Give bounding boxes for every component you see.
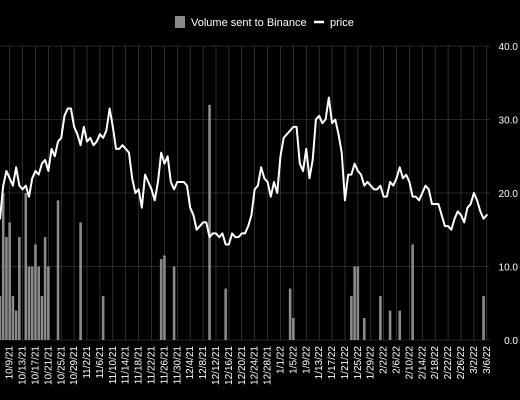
volume-bar-4 xyxy=(11,295,15,340)
volume-bar-26 xyxy=(353,266,356,340)
volume-bar-8 xyxy=(27,266,31,340)
legend-line-label: price xyxy=(330,17,354,29)
volume-bar-10 xyxy=(34,244,37,340)
x-tick-label-9: 11/14/21 xyxy=(121,346,132,385)
x-tick-label-32: 2/14/22 xyxy=(417,346,428,380)
y-axis-ticks: 0.0 10.0 20.0 30.0 40.0 xyxy=(499,42,519,347)
volume-bar-0 xyxy=(0,295,2,340)
volume-bar-6 xyxy=(18,237,21,340)
legend-bar-label: Volume sent to Binance xyxy=(191,17,307,29)
volume-bar-20 xyxy=(172,266,176,340)
volume-bar-25 xyxy=(350,295,353,340)
y-tick-label-1: 10.0 xyxy=(499,263,519,274)
x-tick-label-24: 1/13/22 xyxy=(314,346,325,380)
x-tick-label-15: 12/8/21 xyxy=(198,346,209,380)
volume-bar-33 xyxy=(482,295,485,340)
volume-bar-23 xyxy=(288,288,292,340)
y-tick-label-2: 20.0 xyxy=(499,189,519,200)
x-tick-label-31: 2/10/22 xyxy=(404,346,415,380)
volume-bar-2 xyxy=(5,237,8,340)
x-tick-label-34: 2/22/22 xyxy=(443,346,454,380)
x-tick-label-25: 1/17/22 xyxy=(327,346,338,380)
bar-series xyxy=(0,104,485,340)
volume-bar-18 xyxy=(159,259,163,340)
legend-bar-swatch xyxy=(175,16,185,28)
x-tick-label-23: 1/9/22 xyxy=(301,346,312,374)
volume-bar-15 xyxy=(56,200,60,340)
x-tick-label-36: 3/2/22 xyxy=(469,346,480,374)
volume-bar-28 xyxy=(362,317,366,340)
x-axis-ticks: 10/9/21 10/13/21 10/17/21 10/21/21 10/25/21 1… xyxy=(5,346,493,385)
price-series xyxy=(0,96,488,246)
x-tick-label-28: 1/29/22 xyxy=(366,346,377,380)
x-tick-label-22: 1/5/22 xyxy=(288,346,299,374)
y-tick-label-3: 30.0 xyxy=(499,116,519,127)
x-tick-label-7: 11/6/21 xyxy=(95,346,106,379)
volume-bar-27 xyxy=(356,266,360,340)
volume-bar-24 xyxy=(292,317,295,340)
x-tick-label-0: 10/9/21 xyxy=(5,346,16,380)
volume-bar-9 xyxy=(30,266,34,340)
x-tick-label-30: 2/6/22 xyxy=(392,346,403,374)
x-tick-label-26: 1/21/22 xyxy=(340,346,351,380)
x-tick-label-13: 11/30/21 xyxy=(172,346,183,385)
volume-bar-32 xyxy=(411,244,414,340)
volume-bar-13 xyxy=(43,237,47,340)
x-tick-label-29: 2/2/22 xyxy=(379,346,390,374)
x-tick-label-27: 1/25/22 xyxy=(353,346,364,380)
x-tick-label-11: 11/22/21 xyxy=(147,346,158,385)
x-tick-label-3: 10/21/21 xyxy=(43,346,54,385)
x-tick-label-5: 10/29/21 xyxy=(69,346,80,385)
x-tick-label-17: 12/16/21 xyxy=(224,346,235,385)
x-tick-label-6: 11/2/21 xyxy=(82,346,93,379)
x-tick-label-12: 11/26/21 xyxy=(159,346,170,385)
legend: Volume sent to Binance price xyxy=(175,16,354,29)
volume-bar-29 xyxy=(379,295,382,340)
volume-bar-17 xyxy=(101,295,105,340)
x-tick-label-37: 3/6/22 xyxy=(482,346,493,374)
volume-bar-1 xyxy=(1,193,5,340)
x-tick-label-18: 12/20/21 xyxy=(237,346,248,385)
y-tick-label-4: 40.0 xyxy=(499,42,519,53)
x-tick-label-20: 12/28/21 xyxy=(263,346,274,385)
volume-bar-30 xyxy=(388,310,392,340)
volume-bar-16 xyxy=(79,222,82,340)
volume-bar-22 xyxy=(224,288,227,340)
price-line xyxy=(0,96,488,246)
x-tick-label-35: 2/26/22 xyxy=(456,346,467,380)
volume-bar-3 xyxy=(8,222,11,340)
volume-bar-12 xyxy=(40,295,44,340)
y-tick-label-0: 0.0 xyxy=(504,336,518,347)
x-tick-label-19: 12/24/21 xyxy=(250,346,261,385)
volume-bar-21 xyxy=(208,104,211,340)
x-tick-label-33: 2/18/22 xyxy=(430,346,441,380)
volume-bar-11 xyxy=(37,266,40,340)
x-tick-label-10: 11/18/21 xyxy=(134,346,145,385)
volume-bar-7 xyxy=(24,193,28,340)
x-tick-label-2: 10/17/21 xyxy=(30,346,41,385)
volume-bar-19 xyxy=(163,255,166,340)
x-tick-label-16: 12/12/21 xyxy=(211,346,222,385)
x-tick-label-21: 1/1/22 xyxy=(275,346,286,374)
x-tick-label-14: 12/4/21 xyxy=(185,346,196,380)
x-tick-label-8: 11/10/21 xyxy=(108,346,119,385)
x-tick-label-4: 10/25/21 xyxy=(56,346,67,385)
volume-bar-5 xyxy=(14,310,18,340)
volume-bar-31 xyxy=(398,310,402,340)
volume-bar-14 xyxy=(47,266,50,340)
x-tick-label-1: 10/13/21 xyxy=(18,346,29,385)
